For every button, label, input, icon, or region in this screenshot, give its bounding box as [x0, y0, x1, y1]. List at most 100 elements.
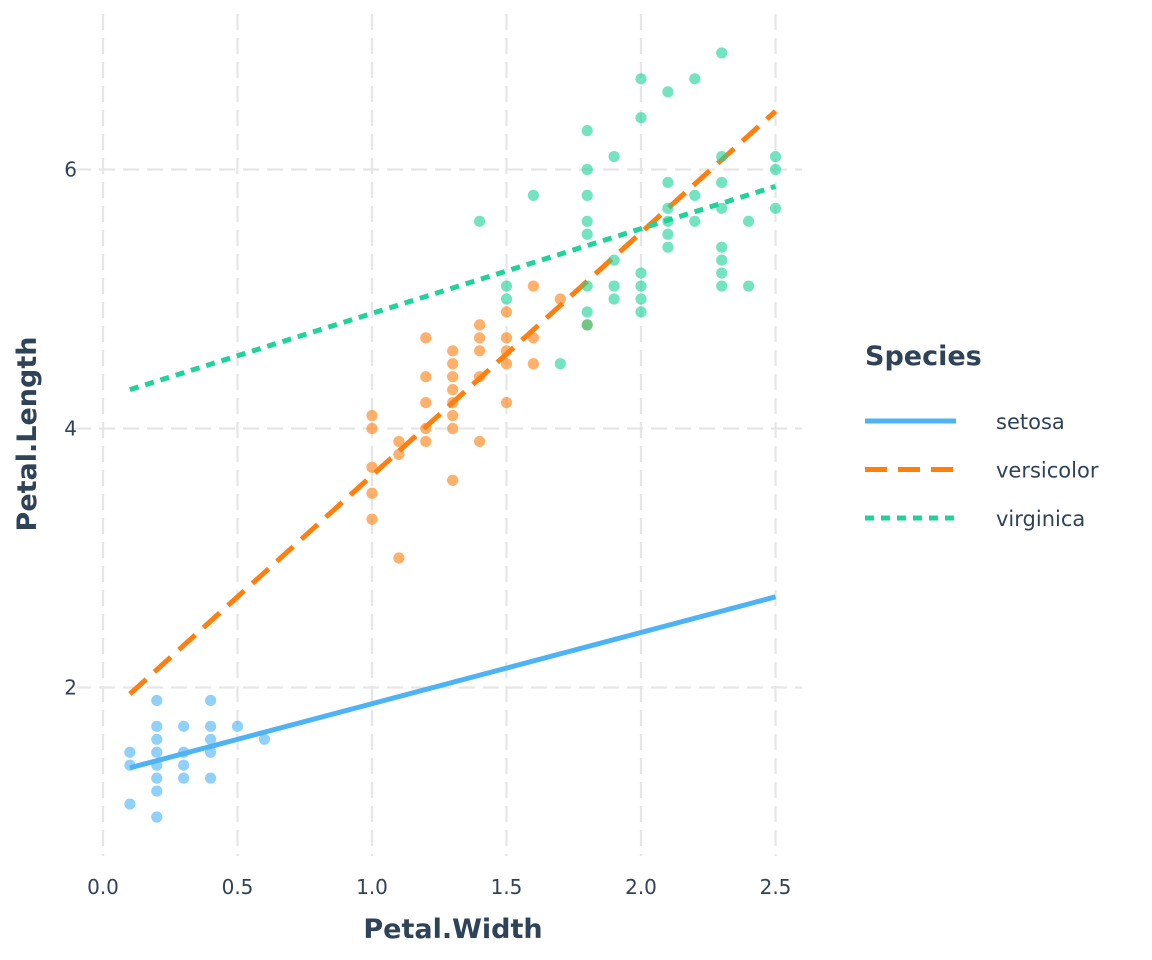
versicolor-point — [447, 397, 459, 409]
virginica-point — [581, 163, 593, 176]
versicolor-point — [500, 332, 513, 344]
setosa-point — [151, 759, 163, 771]
virginica-point — [608, 254, 620, 266]
versicolor-point — [500, 345, 513, 357]
legend-label-setosa: setosa — [996, 410, 1065, 434]
versicolor-point — [420, 371, 432, 383]
x-axis-title: Petal.Width — [363, 914, 542, 945]
virginica-point — [769, 150, 782, 163]
virginica-point — [608, 293, 620, 305]
setosa-point — [124, 759, 136, 771]
y-axis-ticks: 2 4 6 — [64, 158, 77, 700]
versicolor-point — [500, 358, 513, 370]
virginica-point — [662, 215, 674, 227]
virginica-point — [608, 150, 620, 163]
virginica-point — [662, 202, 674, 214]
virginica-point — [500, 280, 513, 292]
virginica-point — [474, 215, 486, 227]
virginica-point — [581, 280, 593, 292]
setosa-point — [205, 772, 217, 784]
versicolor-point — [474, 371, 486, 383]
virginica-point — [716, 280, 728, 292]
virginica-point — [769, 163, 782, 176]
setosa-point — [231, 720, 244, 732]
virginica-point — [769, 202, 782, 214]
versicolor-point — [474, 332, 486, 344]
versicolor-point — [447, 422, 459, 435]
versicolor-point — [447, 409, 459, 422]
legend-label-versicolor: versicolor — [996, 459, 1099, 483]
virginica-point — [662, 228, 674, 240]
setosa-point — [151, 785, 163, 797]
virginica-point — [662, 86, 674, 98]
virginica-point — [554, 358, 566, 370]
virginica-point — [716, 202, 728, 214]
setosa-point — [178, 746, 190, 758]
versicolor-point — [527, 358, 540, 370]
x-axis-ticks: 0.0 0.5 1.0 1.5 2.0 2.5 — [87, 875, 791, 899]
versicolor-point — [527, 280, 540, 292]
setosa-point — [178, 759, 190, 771]
virginica-point — [500, 293, 513, 305]
setosa-point — [151, 746, 163, 758]
versicolor-point — [474, 435, 486, 448]
legend: Species setosa versicolor virginica — [865, 341, 1099, 531]
setosa-point — [151, 720, 163, 732]
x-tick-label: 2.5 — [760, 875, 792, 899]
setosa-point — [151, 811, 163, 823]
versicolor-point — [420, 435, 432, 448]
virginica-point — [635, 112, 647, 124]
virginica-point — [662, 176, 674, 189]
virginica-point — [581, 319, 593, 331]
virginica-point — [635, 293, 647, 305]
x-tick-label: 1.5 — [491, 875, 523, 899]
virginica-point — [581, 306, 593, 318]
virginica-point — [635, 267, 647, 279]
virginica-point — [527, 189, 540, 201]
setosa-point — [205, 694, 217, 707]
x-tick-label: 1.0 — [356, 875, 388, 899]
legend-label-virginica: virginica — [996, 507, 1085, 531]
versicolor-point — [447, 358, 459, 370]
y-tick-label: 4 — [64, 417, 77, 441]
setosa-point — [124, 798, 136, 810]
virginica-point — [689, 189, 701, 201]
virginica-point — [716, 176, 728, 189]
versicolor-point — [366, 513, 378, 525]
versicolor-point — [554, 293, 566, 305]
virginica-point — [689, 215, 701, 227]
virginica-point — [581, 215, 593, 227]
setosa-point — [178, 772, 190, 784]
versicolor-point — [527, 332, 540, 344]
versicolor-point — [474, 319, 486, 331]
virginica-point — [635, 306, 647, 318]
y-axis-title: Petal.Length — [12, 337, 43, 532]
setosa-point — [205, 720, 217, 732]
setosa-point — [151, 733, 163, 745]
versicolor-point — [447, 345, 459, 357]
fit-lines — [128, 109, 778, 771]
virginica-point — [743, 215, 755, 227]
versicolor-point — [447, 384, 459, 396]
versicolor-point — [447, 474, 459, 486]
setosa-point — [151, 772, 163, 784]
versicolor-point — [420, 397, 432, 409]
setosa-point — [205, 733, 217, 745]
x-tick-label: 0.5 — [222, 875, 254, 899]
setosa-point — [178, 720, 190, 732]
versicolor-point — [500, 306, 513, 318]
x-tick-label: 2.0 — [625, 875, 657, 899]
versicolor-point — [447, 371, 459, 383]
setosa-point — [124, 746, 136, 758]
legend-title: Species — [865, 341, 982, 372]
virginica-point — [716, 267, 728, 279]
versicolor-point — [500, 397, 513, 409]
x-tick-label: 0.0 — [87, 875, 119, 899]
setosa-point — [205, 746, 217, 758]
versicolor-point — [366, 461, 378, 473]
setosa-point — [258, 733, 270, 745]
y-tick-label: 2 — [64, 676, 77, 700]
virginica-point — [608, 280, 620, 292]
setosa-fit-line — [129, 594, 777, 771]
